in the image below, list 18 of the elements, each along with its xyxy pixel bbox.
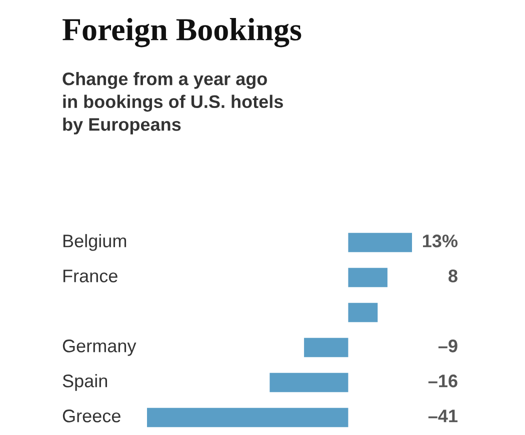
y-tick-label: Spain [62, 374, 108, 391]
bar [304, 338, 348, 358]
data-label: 13% [423, 234, 458, 248]
bar [270, 372, 348, 392]
data-label: 8 [448, 270, 458, 282]
data-label: –16 [428, 374, 458, 388]
y-tick-label: Greece [62, 410, 120, 422]
data-label: –41 [428, 410, 458, 422]
bar [147, 408, 348, 428]
y-tick-label: France [63, 270, 118, 282]
bar [348, 232, 412, 252]
bar [348, 268, 388, 288]
bar [348, 302, 378, 322]
chart-title: Foreign Bookings [62, 18, 302, 48]
y-tick-label: Belgium [63, 234, 126, 251]
chart-subtitle: Change from a year ago in bookings of U.S. hotels by Europeans [62, 72, 283, 134]
y-tick-label: Germany [62, 340, 136, 356]
data-label: –9 [438, 340, 458, 352]
